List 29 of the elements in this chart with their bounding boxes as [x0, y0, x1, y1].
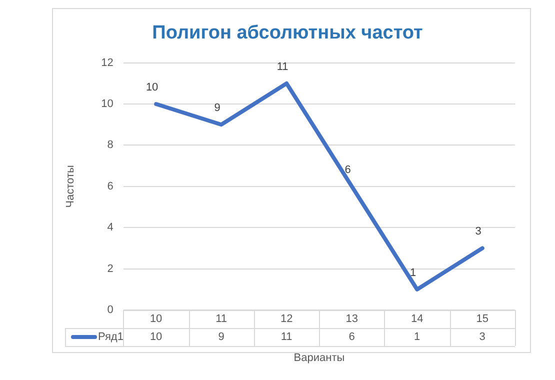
data-label: 6: [348, 331, 355, 344]
legend-label: Ряд1: [98, 331, 124, 344]
y-tick-label: 12: [101, 56, 114, 69]
y-tick-label: 10: [101, 98, 114, 110]
y-tick-label: 6: [107, 180, 114, 192]
data-label: 10: [150, 331, 162, 344]
data-label: 3: [479, 331, 486, 344]
x-tick-label: 13: [346, 313, 358, 326]
text: 9: [214, 102, 220, 114]
x-tick-label: 11: [216, 313, 228, 326]
x-tick-label: 14: [410, 313, 424, 326]
y-axis-title: Частоты: [64, 164, 77, 208]
x-tick-label: 12: [280, 313, 293, 326]
x-axis-title: Варианты: [294, 352, 345, 364]
category-label: 11: [276, 60, 288, 73]
y-tick-label: 0: [107, 304, 114, 316]
y-tick-label: 4: [107, 222, 114, 234]
x-tick-label: 10: [150, 313, 162, 326]
text: 6: [344, 164, 351, 176]
text: 3: [475, 226, 482, 238]
data-label: 1: [414, 331, 420, 344]
category-label: 10: [146, 82, 158, 94]
data-label: 11: [280, 331, 292, 344]
text: 1: [410, 266, 416, 279]
y-tick-label: 8: [107, 139, 114, 152]
x-tick-label: 15: [476, 313, 488, 326]
y-tick-label: 2: [107, 262, 114, 275]
chart-title: Полигон абсолютных частот: [152, 22, 423, 44]
data-label: 9: [218, 331, 224, 344]
